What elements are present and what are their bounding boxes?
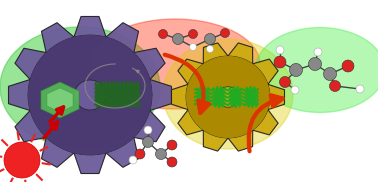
Ellipse shape bbox=[163, 39, 293, 149]
Polygon shape bbox=[47, 88, 73, 112]
Polygon shape bbox=[189, 43, 197, 50]
Polygon shape bbox=[324, 68, 336, 80]
Polygon shape bbox=[330, 80, 341, 92]
Polygon shape bbox=[276, 46, 284, 54]
Polygon shape bbox=[41, 82, 79, 118]
Polygon shape bbox=[172, 43, 285, 151]
Polygon shape bbox=[74, 80, 105, 110]
Polygon shape bbox=[291, 86, 299, 94]
Polygon shape bbox=[220, 29, 229, 37]
Polygon shape bbox=[155, 149, 166, 159]
Polygon shape bbox=[8, 17, 172, 173]
Polygon shape bbox=[308, 58, 322, 70]
Polygon shape bbox=[172, 33, 183, 44]
Polygon shape bbox=[314, 48, 322, 56]
Polygon shape bbox=[274, 56, 286, 68]
Polygon shape bbox=[206, 46, 214, 52]
Ellipse shape bbox=[90, 19, 260, 109]
Polygon shape bbox=[342, 60, 354, 72]
Polygon shape bbox=[144, 126, 152, 134]
Polygon shape bbox=[217, 87, 239, 107]
Polygon shape bbox=[158, 29, 167, 39]
Polygon shape bbox=[28, 35, 152, 155]
Polygon shape bbox=[290, 64, 302, 76]
Polygon shape bbox=[280, 76, 291, 88]
Polygon shape bbox=[167, 140, 177, 150]
Ellipse shape bbox=[255, 27, 378, 112]
Polygon shape bbox=[186, 56, 270, 138]
Polygon shape bbox=[4, 142, 40, 178]
Polygon shape bbox=[129, 156, 137, 164]
Polygon shape bbox=[189, 29, 197, 39]
Polygon shape bbox=[356, 85, 364, 93]
Polygon shape bbox=[167, 157, 177, 167]
Polygon shape bbox=[135, 149, 145, 159]
Ellipse shape bbox=[0, 27, 160, 147]
Polygon shape bbox=[143, 136, 153, 147]
Polygon shape bbox=[204, 33, 215, 44]
